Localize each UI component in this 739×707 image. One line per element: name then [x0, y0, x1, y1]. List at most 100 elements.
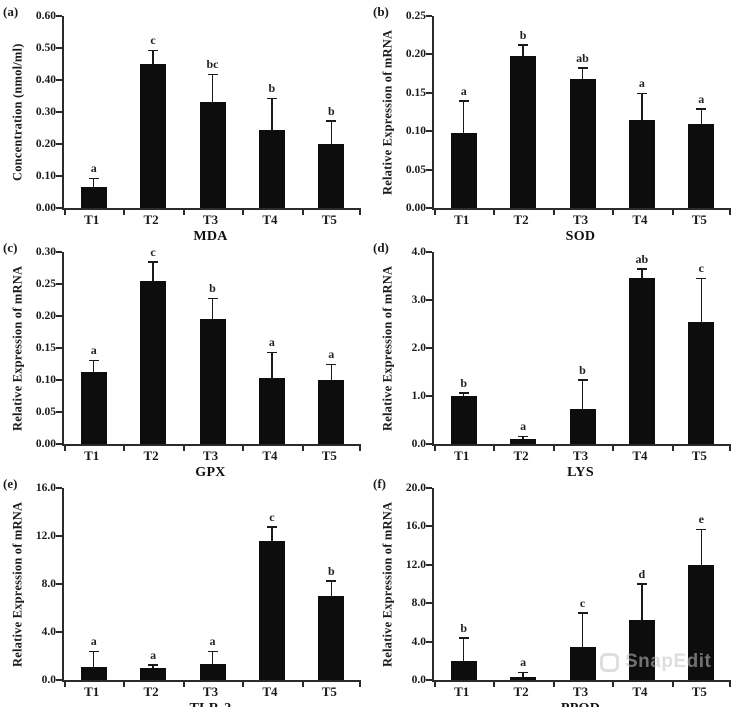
error-bar-T1 [462, 102, 465, 133]
x-tick-mark [123, 682, 126, 687]
error-bar-T2 [152, 665, 154, 668]
error-bar-cap [266, 97, 277, 100]
y-tick-label: 4.0 [41, 626, 56, 638]
x-category-label: T3 [202, 448, 219, 463]
x-category-label: T5 [321, 684, 337, 699]
bar-T2 [510, 439, 537, 444]
panel-sod: (b) Relative Expression of mRNA 0.00 0.05… [370, 0, 739, 244]
bar-T1 [450, 132, 477, 208]
y-tick-label: 0.60 [35, 10, 56, 22]
error-bar-T2 [152, 51, 154, 64]
x-category-label: T4 [632, 448, 648, 463]
significance-letter: b [327, 563, 335, 578]
y-tick-label: 0.05 [405, 163, 426, 176]
y-tick-mark [56, 679, 62, 681]
y-tick-mark [56, 47, 62, 49]
error-bar-cap [458, 392, 469, 394]
x-tick-mark [729, 446, 731, 451]
x-category-label: T1 [84, 448, 100, 463]
panel-letter: (f) [373, 476, 386, 491]
y-tick-label: 12.0 [405, 558, 426, 571]
x-tick-mark [729, 682, 731, 687]
x-category-label: T4 [632, 212, 648, 227]
x-tick-mark [359, 210, 361, 215]
x-category-label: T2 [513, 684, 529, 699]
error-bar-cap [636, 92, 647, 95]
bar-T3 [199, 102, 226, 208]
x-tick-mark [359, 682, 361, 687]
error-bar-T2 [522, 45, 524, 56]
error-bar-T3 [211, 299, 214, 320]
significance-letter: b [209, 281, 216, 296]
y-tick-mark [56, 175, 62, 177]
bar-T2 [140, 668, 167, 680]
x-category-label: T4 [262, 448, 278, 463]
error-bar-T1 [92, 179, 95, 188]
error-bar-cap [696, 108, 707, 110]
x-category-label: T3 [572, 212, 589, 227]
y-tick-label: 12.0 [35, 530, 56, 542]
panel-mda: (a) Concentration (nmol/ml) 0.00 0.10 0.20… [0, 0, 370, 244]
y-tick-label: 16.0 [405, 520, 426, 533]
x-axis-title: GPX [195, 465, 226, 480]
bar-T2 [140, 280, 167, 444]
x-tick-mark [612, 446, 615, 451]
significance-letter: c [579, 595, 586, 610]
x-tick-mark [493, 210, 496, 215]
y-tick-mark [56, 535, 62, 537]
bar-T5 [688, 564, 715, 680]
significance-letter: b [519, 27, 527, 42]
y-tick-mark [56, 443, 62, 445]
y-tick-mark [56, 79, 62, 81]
y-tick-mark [426, 347, 432, 349]
significance-letter: a [520, 655, 527, 670]
y-tick-mark [56, 583, 62, 585]
bar-T3 [569, 409, 596, 444]
panel-tlr2: (e) Relative Expression of mRNA 0.0 4.0 8.… [0, 472, 370, 707]
x-tick-mark [242, 210, 245, 215]
error-bar-cap [696, 528, 707, 531]
y-tick-label: 0.20 [35, 138, 56, 150]
error-bar-cap [518, 44, 529, 46]
error-bar-T4 [271, 353, 273, 379]
significance-letter: a [638, 76, 645, 91]
error-bar-T5 [700, 279, 703, 322]
y-tick-mark [426, 395, 432, 397]
x-tick-mark [671, 682, 674, 687]
x-tick-mark [552, 682, 555, 687]
y-tick-label: 20.0 [405, 482, 426, 494]
y-tick-label: 4.0 [411, 635, 426, 648]
y-tick-mark [426, 168, 432, 171]
x-axis-category-labels: T1 T2 T3 T4 T5 [432, 448, 729, 464]
significance-letter: b [579, 362, 586, 377]
x-tick-mark [242, 446, 245, 451]
y-tick-label: 0.10 [405, 125, 426, 138]
y-tick-label: 16.0 [35, 482, 56, 494]
x-tick-mark [182, 210, 185, 215]
x-category-label: T4 [632, 684, 648, 699]
y-tick-label: 0.20 [35, 310, 56, 322]
plot-area: a a a c b [56, 487, 361, 687]
error-bar-T3 [581, 69, 584, 79]
y-tick-mark [56, 283, 62, 285]
x-tick-mark [552, 210, 555, 215]
y-axis-tick-labels: 0.00 0.10 0.20 0.30 0.40 0.50 0.60 [16, 10, 58, 214]
error-bar-T5 [700, 109, 703, 124]
x-axis-category-labels: T1 T2 T3 T4 T5 [432, 212, 729, 228]
y-tick-mark [56, 631, 62, 633]
error-bar-cap [326, 580, 337, 582]
error-bar-cap [326, 363, 337, 366]
error-bar-T4 [641, 269, 643, 279]
y-tick-label: 0.25 [405, 10, 426, 22]
y-tick-mark [56, 143, 62, 145]
bar-T4 [628, 278, 655, 444]
error-bar-T2 [522, 673, 524, 678]
x-tick-mark [434, 446, 436, 451]
error-bar-cap [518, 435, 529, 438]
bar-T4 [258, 378, 285, 444]
y-tick-label: 0.30 [35, 106, 56, 118]
error-bar-cap [518, 671, 529, 674]
y-tick-mark [426, 299, 432, 301]
y-tick-mark [426, 251, 432, 253]
error-bar-T3 [211, 652, 214, 665]
